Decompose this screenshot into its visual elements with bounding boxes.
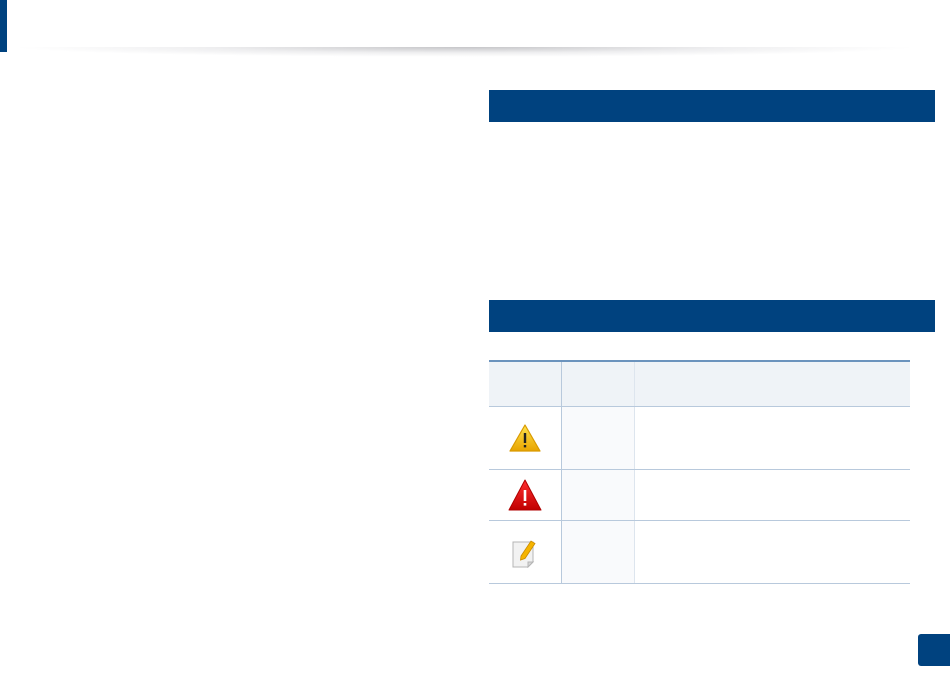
term-cell xyxy=(561,406,635,470)
chapter-tab xyxy=(0,0,7,52)
notice-icons-table xyxy=(489,360,910,584)
icon-cell xyxy=(489,469,562,521)
header-divider xyxy=(10,47,920,57)
header-cell-meaning xyxy=(634,361,910,407)
meaning-cell xyxy=(634,406,910,470)
warning-icon xyxy=(489,423,561,453)
icon-cell xyxy=(489,520,562,584)
page-number-badge xyxy=(918,634,950,666)
header-cell-icon xyxy=(489,361,562,407)
term-cell xyxy=(561,469,635,521)
section-heading-bar-2 xyxy=(489,300,935,332)
section-heading-bar-1 xyxy=(489,90,935,122)
table-row xyxy=(489,469,910,521)
header-cell-term xyxy=(561,361,635,407)
note-icon xyxy=(489,536,561,568)
meaning-cell xyxy=(634,469,910,521)
term-cell xyxy=(561,520,635,584)
meaning-cell xyxy=(634,520,910,584)
table-header-row xyxy=(489,361,910,407)
table-row xyxy=(489,406,910,470)
icon-cell xyxy=(489,406,562,470)
caution-icon xyxy=(489,479,561,511)
table-row xyxy=(489,520,910,584)
